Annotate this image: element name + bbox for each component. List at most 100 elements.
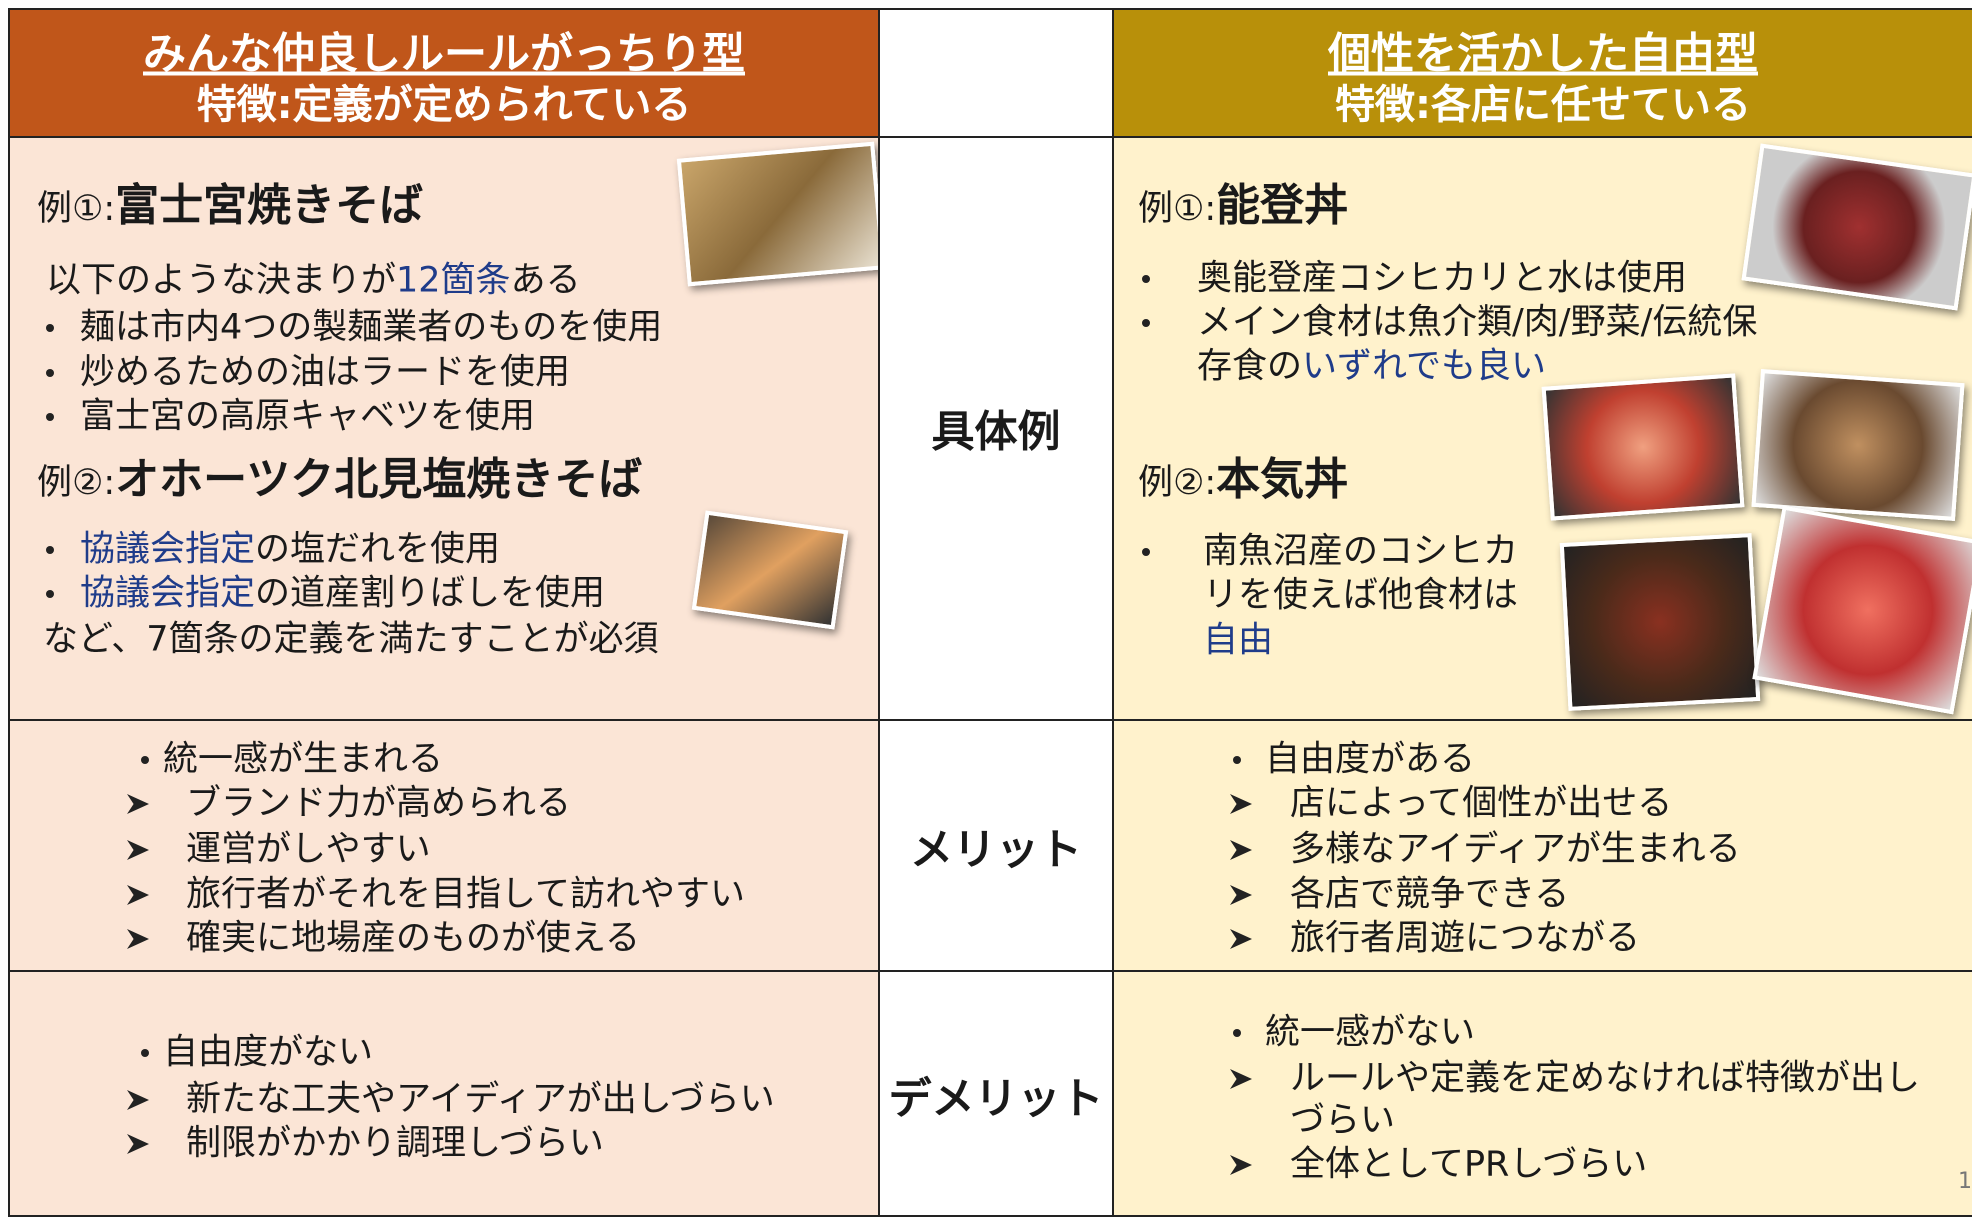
main-point: 統一感が生まれる: [163, 739, 444, 780]
example-heading: 例①:富士宮焼きそば: [37, 184, 423, 228]
bullet: [141, 756, 149, 764]
arrow-bullet: [127, 1134, 149, 1154]
bullet: [1142, 319, 1150, 327]
arrow-bullet: [1230, 885, 1252, 905]
page-number: 1: [1958, 1169, 1972, 1194]
sub-point: ルールや定義を定めなければ特徴が出し: [1290, 1058, 1921, 1099]
arrow-bullet: [127, 1090, 149, 1110]
sub-point: 店によって個性が出せる: [1290, 783, 1673, 824]
arrow-bullet: [127, 885, 149, 905]
demerit-right: 統一感がない ルールや定義を定めなければ特徴が出し づらい 全体としてPRしづら…: [1112, 970, 1972, 1217]
main-point: 自由度がある: [1265, 739, 1476, 780]
merit-right: 自由度がある 店によって個性が出せる 多様なアイディアが生まれる 各店で競争でき…: [1112, 719, 1972, 972]
sub-point: 多様なアイディアが生まれる: [1290, 829, 1741, 870]
merit-left: 統一感が生まれる ブランド力が高められる 運営がしやすい 旅行者がそれを目指して…: [8, 719, 880, 972]
photo: [1752, 505, 1972, 715]
sub-point: 新たな工夫やアイディアが出しづらい: [186, 1079, 775, 1120]
example-right: 例①:能登丼 奥能登産コシヒカリと水は使用 メイン食材は魚介類/肉/野菜/伝統保…: [1112, 136, 1972, 721]
arrow-bullet: [1230, 1155, 1252, 1175]
example-name: 本気丼: [1216, 454, 1349, 505]
bullet: [46, 546, 54, 554]
header-title: 個性を活かした自由型: [1328, 29, 1758, 80]
highlight: 協議会指定: [80, 573, 256, 614]
rule: 協議会指定の塩だれを使用: [80, 529, 501, 570]
row-label-cell: メリット: [878, 719, 1114, 972]
arrow-bullet: [1230, 929, 1252, 949]
text: ある: [510, 260, 581, 301]
prefix: 例①:: [37, 189, 116, 229]
sub-point: 旅行者がそれを目指して訪れやすい: [186, 874, 745, 915]
sub-point: 旅行者周遊につながる: [1290, 918, 1641, 959]
row-label: メリット: [910, 825, 1082, 876]
highlight: いずれでも良い: [1302, 346, 1546, 387]
example-left: 例①:富士宮焼きそば 以下のような決まりが12箇条ある 麺は市内4つの製麺業者の…: [8, 136, 886, 721]
text: の塩だれを使用: [255, 529, 501, 570]
prefix: 例②:: [1138, 463, 1217, 503]
sub-point: 制限がかかり調理しづらい: [186, 1123, 604, 1164]
highlight: 12箇条: [396, 260, 511, 301]
note: など、7箇条の定義を満たすことが必須: [43, 619, 659, 660]
sub-point: 確実に地場産のものが使える: [186, 918, 640, 959]
text: 以下のような決まりが: [46, 260, 397, 301]
photo: [1541, 373, 1745, 521]
rule: 麺は市内4つの製麺業者のものを使用: [80, 307, 663, 348]
bullet: [141, 1049, 149, 1057]
row-label: 具体例: [931, 407, 1061, 458]
arrow-bullet: [127, 929, 149, 949]
main-point: 統一感がない: [1265, 1012, 1476, 1053]
arrow-bullet: [127, 794, 149, 814]
photo: [1741, 143, 1972, 311]
sub-point: 運営がしやすい: [186, 829, 431, 870]
arrow-bullet: [1230, 1069, 1252, 1089]
arrow-bullet: [1230, 794, 1252, 814]
bullet: [1142, 548, 1150, 556]
rule: 存食のいずれでも良い: [1197, 346, 1546, 387]
prefix: 例②:: [37, 463, 116, 503]
bullet: [1233, 1029, 1241, 1037]
highlight: 自由: [1203, 620, 1274, 661]
rule: 奥能登産コシヒカリと水は使用: [1197, 258, 1688, 299]
header-subtitle: 特徴:定義が定められている: [196, 82, 692, 128]
sub-point: づらい: [1290, 1100, 1396, 1141]
bullet: [1142, 275, 1150, 283]
arrow-bullet: [127, 840, 149, 860]
photo: [676, 141, 886, 287]
main-point: 自由度がない: [163, 1032, 374, 1073]
example-name: オホーツク北見塩焼きそば: [115, 454, 643, 505]
sub-point: 全体としてPRしづらい: [1290, 1144, 1648, 1185]
rule: 富士宮の高原キャベツを使用: [80, 396, 536, 437]
bullet: [46, 413, 54, 421]
row-label: デメリット: [888, 1074, 1104, 1125]
example-name: 能登丼: [1216, 180, 1349, 231]
example-name: 富士宮焼きそば: [115, 180, 424, 231]
example-heading: 例②:本気丼: [1138, 458, 1348, 502]
rule: リを使えば他食材は: [1203, 575, 1519, 616]
demerit-left: 自由度がない 新たな工夫やアイディアが出しづらい 制限がかかり調理しづらい: [8, 970, 880, 1217]
bullet: [46, 369, 54, 377]
header-right: 個性を活かした自由型 特徴:各店に任せている: [1112, 8, 1972, 138]
sub-point: ブランド力が高められる: [186, 783, 572, 824]
photo: [1559, 533, 1761, 711]
text: の道産割りばしを使用: [255, 573, 606, 614]
intro: 以下のような決まりが12箇条ある: [46, 260, 581, 301]
example-heading: 例②:オホーツク北見塩焼きそば: [37, 458, 642, 502]
rule: 炒めるための油はラードを使用: [80, 352, 571, 393]
prefix: 例①:: [1138, 189, 1217, 229]
bullet: [46, 324, 54, 332]
example-heading: 例①:能登丼: [1138, 184, 1348, 228]
header-left: みんな仲良しルールがっちり型 特徴:定義が定められている: [8, 8, 880, 138]
rule: 協議会指定の道産割りばしを使用: [80, 573, 606, 614]
text: 存食の: [1197, 346, 1303, 387]
bullet: [46, 590, 54, 598]
photo: [691, 510, 849, 630]
header-title: みんな仲良しルールがっちり型: [143, 29, 745, 80]
row-label-cell: 具体例: [878, 136, 1114, 721]
sub-point: 各店で競争できる: [1290, 874, 1570, 915]
header-middle: [878, 8, 1114, 138]
header-subtitle: 特徴:各店に任せている: [1335, 82, 1751, 128]
arrow-bullet: [1230, 840, 1252, 860]
rule: メイン食材は魚介類/肉/野菜/伝統保: [1197, 302, 1758, 343]
photo: [1751, 369, 1965, 521]
row-label-cell: デメリット: [878, 970, 1114, 1217]
